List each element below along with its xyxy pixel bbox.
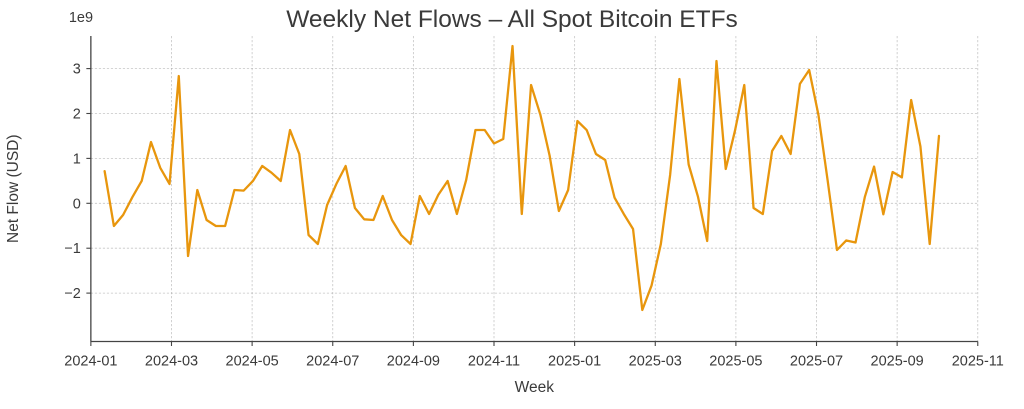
svg-text:0: 0 [73,196,81,212]
svg-text:2024-03: 2024-03 [145,354,198,370]
svg-text:2025-09: 2025-09 [871,354,924,370]
svg-text:2024-11: 2024-11 [468,354,520,370]
svg-text:Weekly Net Flows – All Spot Bi: Weekly Net Flows – All Spot Bitcoin ETFs [286,6,738,33]
svg-text:2024-01: 2024-01 [64,354,117,370]
svg-text:2025-11: 2025-11 [952,354,1004,370]
svg-text:2024-09: 2024-09 [387,354,440,370]
svg-text:2: 2 [73,106,81,122]
svg-text:2024-07: 2024-07 [306,354,359,370]
svg-text:Week: Week [515,379,555,396]
svg-text:2025-07: 2025-07 [790,354,843,370]
svg-text:−1: −1 [64,241,81,257]
svg-text:1e9: 1e9 [69,10,93,26]
svg-text:2024-05: 2024-05 [226,354,279,370]
svg-text:2025-01: 2025-01 [548,354,601,370]
svg-text:3: 3 [73,62,81,78]
svg-text:1: 1 [73,151,81,167]
svg-text:−2: −2 [64,286,81,302]
svg-text:2025-03: 2025-03 [629,354,682,370]
svg-text:Net Flow (USD): Net Flow (USD) [5,134,22,243]
svg-text:2025-05: 2025-05 [709,354,762,370]
